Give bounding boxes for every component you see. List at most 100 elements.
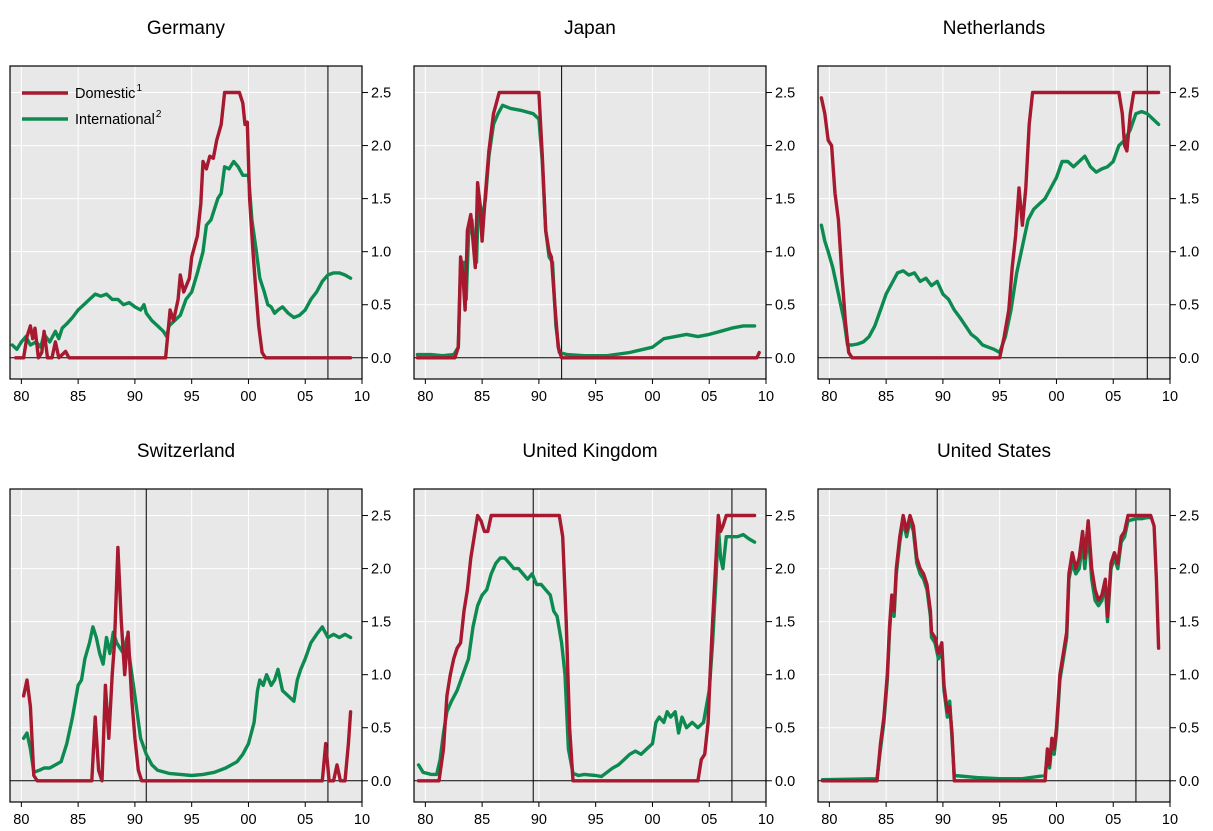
chart-title: Japan — [564, 18, 616, 39]
x-tick-label: 10 — [1162, 812, 1178, 828]
y-tick-label: 0.0 — [775, 351, 795, 367]
y-tick-label: 0.5 — [775, 721, 795, 737]
y-tick-label: 0.0 — [775, 774, 795, 790]
series-line-domestic — [819, 90, 1161, 360]
x-tick-label: 80 — [821, 812, 837, 828]
series-line-domestic — [416, 513, 757, 783]
chart-title: United States — [937, 441, 1051, 462]
plot-frame — [9, 488, 363, 803]
y-tick-label: 1.0 — [371, 668, 391, 684]
x-tick-label: 85 — [70, 812, 86, 828]
y-tick-label: 1.0 — [371, 245, 391, 261]
x-tick-label: 00 — [1048, 389, 1064, 405]
y-tick-label: 0.5 — [1179, 298, 1199, 314]
y-tick-label: 0.5 — [775, 298, 795, 314]
y-tick-label: 2.5 — [775, 86, 795, 102]
plot-frame — [817, 488, 1171, 803]
chart-panel: 80 85 90 95 00 05 10 0.0 0.5 1.0 1.5 2.0 2.5 Switzerl… — [9, 441, 391, 828]
y-tick-label: 1.0 — [775, 245, 795, 261]
y-tick-label: 1.0 — [1179, 245, 1199, 261]
x-tick-label: 90 — [127, 812, 143, 828]
series-line-domestic — [820, 513, 1161, 783]
x-tick-label: 80 — [13, 812, 29, 828]
plot-area — [818, 489, 1170, 802]
y-tick-label: 2.0 — [1179, 139, 1199, 155]
x-tick-label: 90 — [935, 812, 951, 828]
plot-frame — [817, 65, 1171, 380]
chart-title: Switzerland — [137, 441, 235, 462]
series-line-international — [819, 109, 1161, 355]
y-tick-label: 2.5 — [371, 86, 391, 102]
y-tick-label: 0.0 — [1179, 351, 1199, 367]
series-line-international — [21, 625, 353, 778]
x-tick-label: 95 — [992, 389, 1008, 405]
y-tick-label: 1.0 — [1179, 668, 1199, 684]
legend: Domestic 1 International 2 — [22, 83, 162, 128]
plot-area — [10, 66, 362, 379]
y-tick-label: 2.0 — [775, 562, 795, 578]
x-tick-label: 05 — [1105, 812, 1121, 828]
y-tick-label: 2.5 — [371, 509, 391, 525]
legend-label-international: International — [75, 112, 155, 128]
series-line-domestic — [14, 90, 353, 360]
x-tick-label: 80 — [417, 812, 433, 828]
series-line-international — [416, 524, 757, 779]
chart-title: Germany — [147, 18, 226, 39]
y-tick-label: 2.0 — [775, 139, 795, 155]
x-tick-label: 90 — [531, 389, 547, 405]
x-tick-label: 90 — [935, 389, 951, 405]
x-tick-label: 05 — [297, 812, 313, 828]
x-tick-label: 85 — [878, 812, 894, 828]
series-line-domestic — [21, 545, 353, 783]
y-tick-label: 1.5 — [1179, 615, 1199, 631]
series-line-international — [10, 159, 353, 351]
plot-frame — [9, 65, 363, 380]
y-tick-label: 1.5 — [775, 615, 795, 631]
y-tick-label: 0.5 — [1179, 721, 1199, 737]
x-tick-label: 10 — [758, 389, 774, 405]
chart-panel: 80 85 90 95 00 05 10 0.0 0.5 1.0 1.5 2.0 2.5 United K… — [413, 441, 795, 828]
x-tick-label: 00 — [644, 812, 660, 828]
y-tick-label: 1.5 — [371, 192, 391, 208]
x-tick-label: 00 — [1048, 812, 1064, 828]
y-tick-label: 1.0 — [775, 668, 795, 684]
y-tick-label: 0.0 — [1179, 774, 1199, 790]
x-tick-label: 90 — [127, 389, 143, 405]
x-tick-label: 80 — [821, 389, 837, 405]
y-tick-label: 2.0 — [371, 139, 391, 155]
x-tick-label: 10 — [354, 812, 370, 828]
x-tick-label: 10 — [758, 812, 774, 828]
x-tick-label: 95 — [184, 389, 200, 405]
chart-panel: 80 85 90 95 00 05 10 0.0 0.5 1.0 1.5 2.0 2.5 Germany D… — [9, 18, 391, 405]
y-tick-label: 0.0 — [371, 351, 391, 367]
plot-frame — [413, 488, 767, 803]
y-tick-label: 2.5 — [775, 509, 795, 525]
y-tick-label: 2.5 — [1179, 509, 1199, 525]
x-tick-label: 80 — [417, 389, 433, 405]
x-tick-label: 10 — [1162, 389, 1178, 405]
series-line-domestic — [415, 90, 761, 360]
plot-area — [818, 66, 1170, 379]
y-tick-label: 0.5 — [371, 298, 391, 314]
chart-panel: 80 85 90 95 00 05 10 0.0 0.5 1.0 1.5 2.0 2.5 Netherla… — [817, 18, 1199, 405]
chart-panel: 80 85 90 95 00 05 10 0.0 0.5 1.0 1.5 2.0 2.5 United S… — [817, 441, 1199, 828]
y-tick-label: 2.5 — [1179, 86, 1199, 102]
x-tick-label: 05 — [1105, 389, 1121, 405]
chart-panel: 80 85 90 95 00 05 10 0.0 0.5 1.0 1.5 2.0 2.5 Japan — [413, 18, 795, 405]
x-tick-label: 85 — [474, 389, 490, 405]
x-tick-label: 05 — [297, 389, 313, 405]
plot-area — [10, 489, 362, 802]
legend-footnote-domestic: 1 — [136, 83, 142, 94]
x-tick-label: 00 — [644, 389, 660, 405]
y-tick-label: 2.0 — [1179, 562, 1199, 578]
y-tick-label: 1.5 — [1179, 192, 1199, 208]
x-tick-label: 05 — [701, 389, 717, 405]
x-tick-label: 95 — [992, 812, 1008, 828]
legend-label-domestic: Domestic — [75, 86, 135, 102]
y-tick-label: 1.5 — [371, 615, 391, 631]
y-tick-label: 0.0 — [371, 774, 391, 790]
x-tick-label: 00 — [240, 389, 256, 405]
plot-frame — [413, 65, 767, 380]
x-tick-label: 05 — [701, 812, 717, 828]
